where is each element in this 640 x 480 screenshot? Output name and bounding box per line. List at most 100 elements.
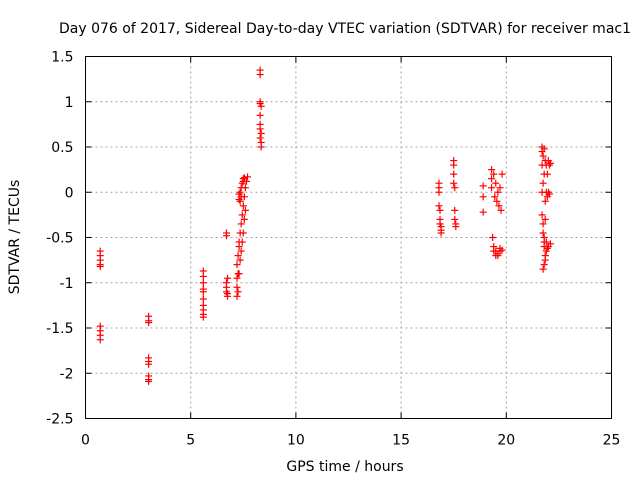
data-point [539, 265, 547, 273]
data-point [498, 246, 506, 254]
data-point [498, 170, 506, 178]
data-point [237, 247, 245, 255]
data-point [437, 229, 445, 237]
y-tick-label: 0 [65, 185, 74, 201]
data-point [489, 234, 497, 241]
data-point [233, 292, 241, 300]
data-point [479, 182, 487, 190]
data-point [199, 272, 207, 280]
data-point [450, 179, 458, 187]
data-point [237, 220, 245, 228]
y-tick-label: -2 [60, 366, 74, 382]
data-point [222, 288, 230, 296]
data-point [256, 125, 264, 133]
y-axis-title: SDTVAR / TECUs [7, 180, 23, 295]
data-point [256, 111, 264, 119]
data-point [493, 197, 501, 205]
data-point [490, 247, 498, 255]
data-point [199, 279, 207, 287]
data-point [239, 202, 247, 210]
data-point [451, 215, 459, 223]
data-point [238, 238, 246, 246]
y-tick-label: 0.5 [51, 140, 73, 156]
data-point [224, 292, 232, 300]
data-point [540, 261, 548, 269]
data-point [224, 274, 232, 282]
data-point [541, 215, 549, 223]
data-point [539, 220, 547, 228]
data-point [239, 229, 247, 237]
data-point [236, 256, 244, 264]
data-point [233, 283, 241, 291]
data-point [145, 377, 153, 385]
y-tick-label: -2.5 [46, 412, 73, 428]
data-point [544, 243, 552, 251]
data-point [435, 188, 443, 196]
y-tick-label: 1 [65, 95, 74, 111]
data-point [488, 175, 496, 183]
y-tick-label: -0.5 [46, 231, 73, 247]
x-axis-title: GPS time / hours [286, 459, 403, 475]
data-point [435, 202, 443, 210]
x-tick-label: 15 [392, 433, 410, 449]
data-point [543, 170, 551, 178]
data-point [494, 250, 502, 258]
data-point [539, 152, 547, 160]
data-point [497, 206, 505, 214]
data-point [546, 159, 554, 167]
data-point [244, 173, 252, 181]
data-point [145, 319, 153, 327]
data-point [240, 174, 248, 182]
data-point [541, 197, 549, 205]
x-tick-label: 0 [81, 433, 90, 449]
data-point [238, 211, 246, 219]
x-tick-label: 25 [603, 433, 621, 449]
grid [85, 56, 612, 419]
data-point [541, 256, 549, 264]
data-point [436, 206, 444, 214]
data-point [257, 129, 265, 137]
data-point [539, 229, 547, 237]
data-point [256, 134, 264, 142]
y-tick-label: -1 [60, 276, 74, 292]
data-point [450, 170, 458, 178]
data-point [494, 188, 502, 196]
x-tick-label: 20 [497, 433, 515, 449]
data-point [240, 215, 248, 223]
x-tick-label: 5 [186, 433, 195, 449]
data-point [492, 179, 500, 187]
data-point [490, 170, 498, 178]
data-point [237, 184, 245, 192]
data-point [237, 193, 245, 201]
data-point [495, 202, 503, 210]
data-point [233, 274, 241, 282]
data-point [145, 360, 153, 368]
data-point [496, 184, 504, 192]
data-point [241, 206, 249, 214]
data-point [236, 197, 244, 205]
data-point [199, 313, 207, 321]
data-point [539, 179, 547, 187]
plot-area [85, 56, 612, 419]
data-point [234, 252, 242, 260]
data-point [451, 184, 459, 192]
data-points [96, 66, 554, 385]
chart-title: Day 076 of 2017, Sidereal Day-to-day VTE… [59, 21, 631, 37]
data-point [479, 193, 487, 201]
data-point [234, 288, 242, 296]
x-tick-label: 10 [287, 433, 305, 449]
data-point [199, 288, 207, 296]
data-point [545, 161, 553, 169]
data-point [491, 193, 499, 201]
data-point [488, 184, 496, 192]
data-point [542, 238, 550, 246]
y-tick-label: 1.5 [51, 50, 73, 66]
data-point [540, 234, 548, 241]
data-point [540, 145, 548, 153]
data-point [257, 102, 265, 110]
data-point [479, 208, 487, 216]
data-point [235, 270, 243, 278]
data-point [545, 190, 553, 198]
axis-ticks: 0 5 10 15 20 25 -2.5 -2 -1.5 -1 -0.5 0 0.5 1 1.5 [46, 50, 620, 449]
